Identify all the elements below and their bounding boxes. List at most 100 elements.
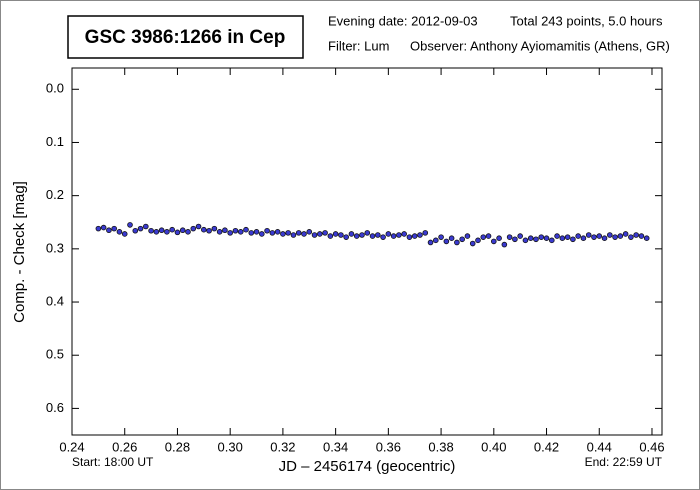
data-point <box>443 238 450 245</box>
data-point <box>506 234 513 240</box>
data-point <box>100 224 107 231</box>
data-point <box>401 231 407 237</box>
data-point <box>132 227 139 234</box>
data-point <box>338 232 344 238</box>
y-tick-label: 0.4 <box>46 293 64 308</box>
data-point <box>237 229 244 235</box>
data-point <box>475 237 481 244</box>
data-point <box>364 230 371 236</box>
data-point <box>427 239 434 246</box>
y-tick-label: 0.6 <box>46 400 64 415</box>
data-point <box>580 235 587 242</box>
data-point <box>169 226 175 233</box>
data-point <box>622 231 629 237</box>
data-point <box>253 229 260 235</box>
data-point <box>158 227 165 234</box>
data-point <box>95 225 102 232</box>
data-point <box>285 230 291 236</box>
observer: Observer: Anthony Ayiomamitis (Athens, G… <box>410 38 670 53</box>
data-point <box>554 233 560 239</box>
data-point <box>317 231 323 237</box>
data-point <box>459 236 465 243</box>
data-point <box>411 233 418 239</box>
data-point <box>106 227 112 234</box>
x-axis-label: JD – 2456174 (geocentric) <box>279 458 456 475</box>
y-tick-label: 0.3 <box>46 240 64 255</box>
data-point <box>454 239 460 246</box>
x-tick-label: 0.44 <box>587 439 612 454</box>
y-tick-label: 0.2 <box>46 187 64 202</box>
data-point <box>280 231 286 237</box>
data-point <box>633 232 639 238</box>
x-tick-label: 0.24 <box>59 439 84 454</box>
data-point <box>491 238 497 245</box>
data-point <box>243 226 249 233</box>
data-point <box>628 234 634 240</box>
data-point <box>433 237 439 244</box>
data-point <box>121 231 128 237</box>
x-tick-label: 0.30 <box>218 439 243 454</box>
data-point <box>301 231 307 237</box>
data-point <box>259 231 265 237</box>
x-tick-label: 0.40 <box>481 439 506 454</box>
x-tick-label: 0.42 <box>534 439 559 454</box>
x-tick-label: 0.38 <box>428 439 453 454</box>
data-point <box>575 233 581 239</box>
data-point <box>290 232 297 238</box>
y-tick-label: 0.0 <box>46 81 64 96</box>
data-point <box>222 227 228 234</box>
data-point <box>369 233 376 239</box>
data-point <box>438 234 444 240</box>
data-point <box>306 229 313 235</box>
data-point <box>607 232 613 238</box>
data-point <box>570 236 576 243</box>
data-point <box>127 222 133 228</box>
data-point <box>327 233 334 239</box>
x-tick-label: 0.28 <box>165 439 190 454</box>
data-point <box>195 223 202 230</box>
x-tick-label: 0.36 <box>376 439 401 454</box>
total-points: Total 243 points, 5.0 hours <box>510 13 663 28</box>
data-point <box>148 227 154 234</box>
data-point <box>380 234 386 240</box>
data-point <box>643 235 650 242</box>
data-point <box>464 233 471 239</box>
data-point <box>559 235 566 242</box>
start-time: Start: 18:00 UT <box>72 455 154 469</box>
data-point <box>549 237 555 244</box>
data-point <box>638 233 645 239</box>
data-point <box>533 236 539 243</box>
data-point <box>211 225 218 232</box>
data-point <box>232 227 239 234</box>
data-point <box>248 230 255 236</box>
data-point <box>543 235 550 242</box>
y-tick-label: 0.1 <box>46 134 64 149</box>
data-point <box>538 234 545 240</box>
data-point <box>343 234 349 240</box>
y-tick-label: 0.5 <box>46 347 64 362</box>
data-point <box>480 234 487 240</box>
data-point <box>564 234 571 240</box>
data-point <box>448 235 455 242</box>
data-point <box>501 241 508 248</box>
data-point <box>332 231 339 237</box>
data-point <box>527 235 534 242</box>
data-point <box>137 225 144 232</box>
data-point <box>591 234 597 240</box>
evening-date: Evening date: 2012-09-03 <box>328 13 478 28</box>
data-point <box>469 240 476 247</box>
data-point <box>353 233 360 239</box>
data-point <box>385 231 392 237</box>
data-point <box>185 229 191 235</box>
y-axis-label: Comp. - Check [mag] <box>11 181 28 323</box>
data-point <box>496 235 502 242</box>
x-tick-label: 0.32 <box>270 439 295 454</box>
data-point <box>406 234 413 240</box>
data-point <box>422 230 429 236</box>
chart-title: GSC 3986:1266 in Cep <box>85 27 286 48</box>
data-point <box>485 233 492 239</box>
data-point <box>201 226 207 233</box>
end-time: End: 22:59 UT <box>585 455 663 469</box>
x-tick-label: 0.46 <box>639 439 664 454</box>
